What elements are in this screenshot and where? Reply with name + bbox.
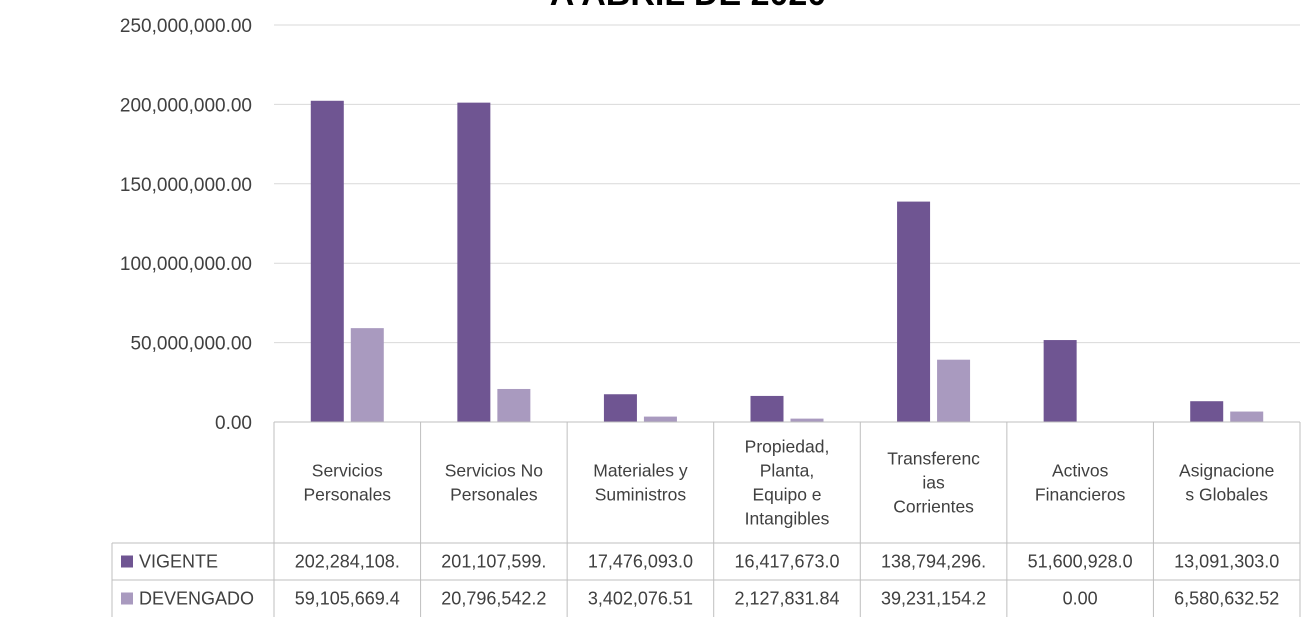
bar-devengado-5 [937, 359, 971, 422]
table-cell-devengado: 6,580,632.52 [1174, 589, 1279, 609]
y-tick-label: 100,000,000.00 [120, 254, 252, 275]
category-label: Intangibles [745, 509, 830, 529]
chart-title: A ABRIL DE 2020 [550, 0, 827, 13]
category-label: Financieros [1035, 485, 1126, 505]
category-label: Corrientes [893, 497, 974, 517]
bar-vigente-7 [1190, 401, 1224, 422]
bars [310, 100, 1264, 423]
category-label: s Globales [1185, 485, 1268, 505]
bar-vigente-2 [457, 102, 491, 422]
category-label: Personales [450, 485, 538, 505]
bar-devengado-7 [1230, 411, 1264, 422]
table-cell-vigente: 202,284,108. [295, 552, 400, 572]
y-tick-label: 150,000,000.00 [120, 175, 252, 196]
category-label: ias [922, 473, 945, 493]
gridlines [274, 24, 1300, 423]
category-label: Propiedad, [745, 437, 830, 457]
category-label: Suministros [595, 485, 687, 505]
table-cell-devengado: 2,127,831.84 [734, 589, 839, 609]
table-cell-vigente: 13,091,303.0 [1174, 552, 1279, 572]
table-cell-vigente: 138,794,296. [881, 552, 986, 572]
table-cell-devengado: 59,105,669.4 [295, 589, 400, 609]
category-label: Equipo e [752, 485, 821, 505]
legend-key-devengado [121, 592, 133, 605]
category-label: Personales [304, 485, 392, 505]
category-label: Planta, [760, 461, 814, 481]
table-cell-devengado: 20,796,542.2 [441, 589, 546, 609]
table-cell-vigente: 201,107,599. [441, 552, 546, 572]
category-label: Servicios [312, 461, 383, 481]
bar-vigente-1 [310, 100, 344, 423]
table-cell-vigente: 16,417,673.0 [734, 552, 839, 572]
table-cell-devengado: 3,402,076.51 [588, 589, 693, 609]
bar-devengado-2 [497, 388, 531, 422]
y-axis-ticks: 0.00 50,000,000.00 100,000,000.00 150,000,0… [120, 16, 252, 434]
y-tick-label: 50,000,000.00 [130, 334, 252, 355]
table-cell-devengado: 0.00 [1063, 589, 1098, 609]
category-label: Activos [1052, 461, 1109, 481]
category-label: Materiales y [593, 461, 688, 481]
bar-vigente-4 [750, 395, 784, 422]
y-tick-label: 200,000,000.00 [120, 95, 252, 116]
legend-key-vigente [121, 555, 133, 568]
bar-vigente-5 [897, 201, 931, 422]
legend-label-devengado: DEVENGADO [139, 589, 254, 609]
table-cell-vigente: 51,600,928.0 [1028, 552, 1133, 572]
bar-devengado-3 [643, 416, 677, 422]
data-table: Servicios Personales Servicios No Personale… [111, 421, 1301, 617]
bar-vigente-3 [603, 394, 637, 422]
bar-vigente-6 [1043, 340, 1077, 422]
table-cell-devengado: 39,231,154.2 [881, 589, 986, 609]
bar-devengado-1 [350, 328, 384, 422]
y-tick-label: 250,000,000.00 [120, 16, 252, 37]
y-tick-label: 0.00 [215, 413, 252, 434]
category-label: Servicios No [445, 461, 543, 481]
category-label: Transferenc [887, 449, 980, 469]
legend-label-vigente: VIGENTE [139, 552, 218, 572]
table-cell-vigente: 17,476,093.0 [588, 552, 693, 572]
bar-devengado-4 [790, 418, 824, 422]
category-label: Asignacione [1179, 461, 1274, 481]
